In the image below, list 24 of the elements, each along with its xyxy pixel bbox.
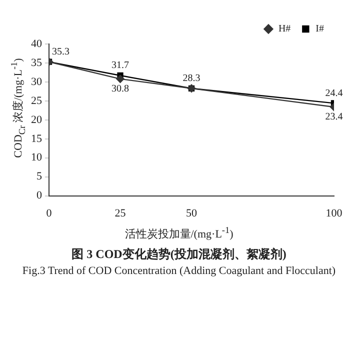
- y-tick-label: 30: [31, 76, 42, 88]
- x-tick-label: 50: [186, 207, 198, 220]
- y-tick-label: 20: [31, 114, 42, 126]
- legend-label: H#: [278, 24, 291, 35]
- data-label: 28.3: [182, 73, 200, 84]
- y-tick-label: 40: [31, 38, 42, 50]
- x-tick-label: 0: [46, 207, 52, 220]
- y-tick-label: 15: [31, 132, 42, 145]
- y-tick-label: 0: [36, 190, 42, 202]
- y-tick-label: 10: [31, 152, 42, 164]
- data-label: 23.4: [325, 112, 343, 123]
- x-axis-title: 活性炭投加量/(mg·L$^{-1}$): [124, 225, 234, 242]
- x-tick-label: 25: [114, 207, 126, 220]
- legend-label: I#: [316, 24, 324, 35]
- data-label: 24.4: [325, 88, 343, 99]
- text: Fig.3 Trend of COD Concentration (Adding Coagulant and Flocculant): [21, 264, 337, 277]
- data-label: 30.8: [112, 84, 129, 95]
- x-tick-label: 100: [326, 207, 343, 220]
- y-tick-label: 35: [31, 56, 42, 69]
- y-tick-label: 5: [36, 170, 42, 183]
- y-tick-label: 25: [31, 94, 42, 107]
- data-label: 31.7: [112, 60, 129, 72]
- data-label: 35.3: [52, 46, 70, 58]
- text: 图 3 COD变化趋势(投加混凝剂、絮凝剂): [70, 246, 288, 263]
